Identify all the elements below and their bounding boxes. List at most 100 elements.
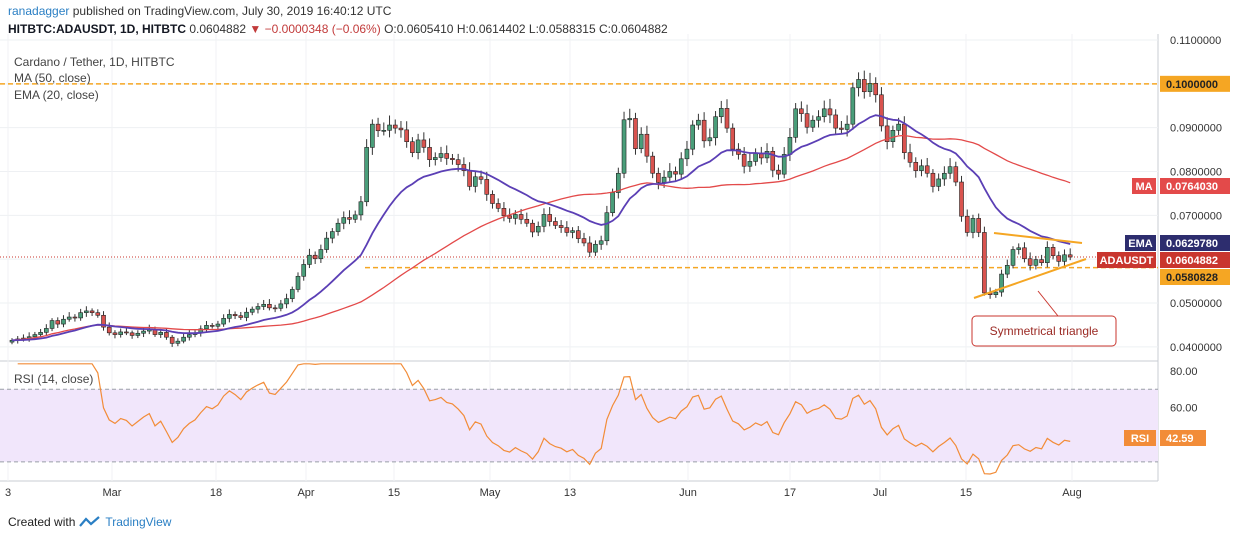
candle-body	[473, 176, 478, 187]
chart-title: Cardano / Tether, 1D, HITBTC	[14, 55, 175, 69]
price-label-box	[1160, 252, 1230, 268]
candle-body	[106, 326, 112, 334]
price-tag-text: MA	[1135, 181, 1152, 193]
candle-body	[1045, 247, 1050, 263]
candle-body	[66, 316, 72, 320]
price-label-box	[1160, 269, 1230, 285]
annotation-pointer	[1037, 290, 1059, 317]
candle-body	[913, 162, 919, 171]
candle-body	[621, 119, 627, 174]
candle-body	[38, 332, 43, 335]
horizontal-levels	[0, 83, 1158, 269]
indicator-lines	[11, 114, 1071, 475]
candle-body	[821, 108, 827, 118]
rsi-value-label: 42.59	[1166, 433, 1194, 445]
time-tick-label: 13	[564, 487, 576, 499]
rsi-tag-text: RSI	[1131, 433, 1149, 445]
candle-body	[312, 254, 318, 260]
candle-body	[347, 217, 352, 220]
rsi-tick-label: 80.00	[1170, 366, 1198, 378]
candle-body	[593, 243, 598, 253]
price-tick-label: 0.0800000	[1170, 167, 1222, 179]
candle-body	[415, 139, 421, 153]
candle-body	[421, 139, 427, 148]
time-tick-label: 18	[210, 487, 222, 499]
price-tick-label: 0.0500000	[1170, 298, 1222, 310]
candle-body	[1067, 254, 1073, 258]
price-label-box	[1160, 178, 1230, 194]
candle-body	[1022, 247, 1027, 260]
candles	[9, 70, 1073, 347]
candle-body	[701, 119, 707, 142]
candle-body	[301, 264, 307, 277]
candle-body	[209, 325, 215, 327]
candle-body	[781, 154, 787, 175]
candle-body	[513, 214, 518, 219]
candle-body	[1027, 258, 1033, 266]
time-tick-label: 3	[5, 487, 11, 499]
price-tick-label: 0.0400000	[1170, 342, 1222, 354]
footer: Created with TradingView	[8, 515, 171, 529]
symbol-label: HITBTC:ADAUSDT, 1D, HITBTC	[8, 22, 186, 36]
candle-body	[959, 181, 964, 217]
candle-body	[581, 238, 587, 244]
candle-body	[793, 108, 798, 138]
candle-body	[741, 154, 747, 167]
candle-body	[55, 320, 61, 325]
ema-legend[interactable]: EMA (20, close)	[14, 88, 99, 102]
price-label-value: 0.0580828	[1166, 272, 1218, 284]
author-name[interactable]: ranadagger	[8, 4, 70, 18]
price-tag-box	[1132, 178, 1156, 194]
candle-body	[495, 203, 501, 209]
candle-body	[135, 332, 141, 336]
time-axis: 3 Mar 18 Apr 15 May 13 Jun 17 Jul 15 Aug	[5, 487, 1082, 499]
candle-body	[839, 127, 844, 130]
candle-body	[1010, 249, 1016, 266]
candle-body	[936, 178, 941, 187]
first-price: 0.0604882	[189, 22, 247, 36]
candle-body	[690, 124, 695, 150]
candle-body	[890, 130, 896, 142]
candle-body	[221, 318, 226, 325]
close-key: C:	[599, 22, 611, 36]
candle-body	[902, 123, 907, 153]
candle-body	[507, 215, 512, 219]
annotations: Symmetrical triangle	[971, 290, 1117, 347]
candle-body	[141, 330, 146, 334]
candle-body	[713, 116, 718, 139]
candle-body	[684, 148, 690, 160]
candle-body	[78, 312, 83, 319]
candle-body	[175, 340, 181, 344]
candle-body	[169, 336, 175, 344]
rsi-legend[interactable]: RSI (14, close)	[14, 372, 94, 386]
candle-body	[919, 165, 924, 171]
high-key: H:	[456, 22, 469, 36]
candle-body	[484, 179, 490, 195]
candle-body	[610, 192, 615, 214]
candle-body	[667, 171, 673, 178]
candle-body	[158, 332, 164, 335]
candle-body	[227, 314, 232, 319]
candle-body	[438, 153, 444, 158]
published-text: published on TradingView.com, July 30, 2…	[72, 4, 392, 18]
candle-body	[707, 137, 713, 142]
candle-body	[267, 304, 272, 309]
candle-body	[278, 303, 284, 309]
candle-body	[535, 226, 541, 233]
candle-body	[1062, 254, 1067, 262]
candle-body	[330, 231, 335, 239]
candle-body	[638, 133, 644, 150]
candle-body	[61, 318, 66, 325]
price-tick-label: 0.1100000	[1170, 35, 1221, 47]
candle-body	[295, 275, 301, 290]
candle-body	[993, 291, 999, 295]
time-tick-label: May	[480, 487, 501, 499]
candle-body	[455, 159, 461, 165]
price-label-value: 0.1000000	[1166, 79, 1218, 91]
tradingview-brand[interactable]: TradingView	[105, 515, 172, 529]
candle-body	[32, 334, 38, 338]
candle-body	[930, 172, 936, 187]
candle-body	[1056, 255, 1062, 262]
ma-legend[interactable]: MA (50, close)	[14, 71, 91, 85]
